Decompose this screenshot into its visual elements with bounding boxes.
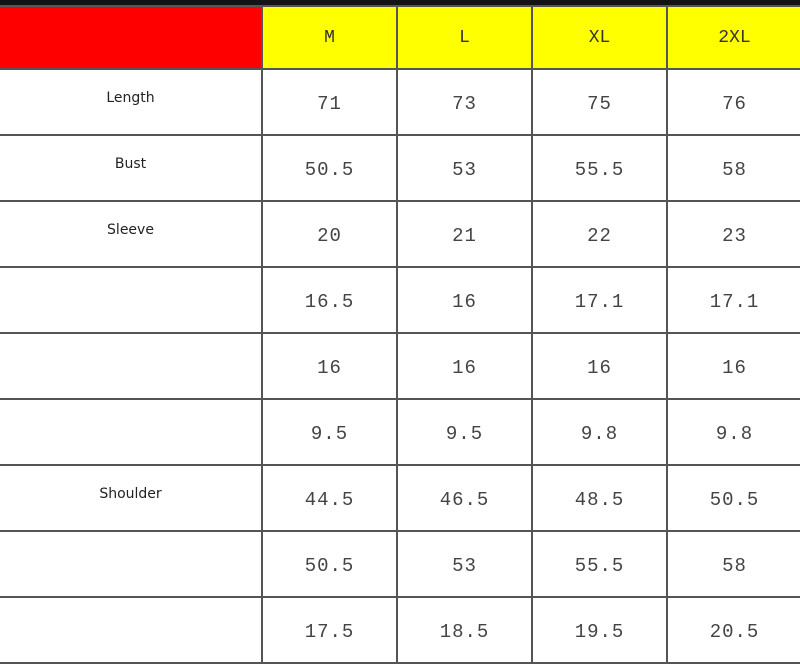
size-header-xl: XL (531, 5, 668, 70)
table-row: 16 16 16 16 (0, 332, 800, 400)
measurement-cell: 23 (666, 200, 800, 268)
table-row: Length 71 73 75 76 (0, 68, 800, 136)
measurement-cell: 9.5 (396, 398, 533, 466)
measurement-cell: 55.5 (531, 134, 668, 202)
table-row: 17.5 18.5 19.5 20.5 (0, 596, 800, 664)
measurement-cell: 58 (666, 134, 800, 202)
measurement-cell: 16 (396, 332, 533, 400)
measurement-cell: 17.5 (261, 596, 398, 664)
measurement-cell: 22 (531, 200, 668, 268)
top-border (0, 0, 800, 5)
size-chart-table: M L XL 2XL Length 71 73 75 76 Bust 50.5 53 55.5 5… (0, 5, 800, 664)
corner-cell (0, 5, 263, 70)
measurement-cell: 9.8 (531, 398, 668, 466)
measurement-cell: 50.5 (261, 530, 398, 598)
table-row: 9.5 9.5 9.8 9.8 (0, 398, 800, 466)
measurement-cell: 46.5 (396, 464, 533, 532)
measurement-cell: 73 (396, 68, 533, 136)
measurement-cell: 16.5 (261, 266, 398, 334)
table-row: Shoulder 44.5 46.5 48.5 50.5 (0, 464, 800, 532)
measurement-cell: 16 (261, 332, 398, 400)
measurement-cell: 58 (666, 530, 800, 598)
measurement-cell: 50.5 (261, 134, 398, 202)
measurement-cell: 53 (396, 530, 533, 598)
size-header-2xl: 2XL (666, 5, 800, 70)
measurement-cell: 19.5 (531, 596, 668, 664)
row-label: Length (0, 68, 263, 136)
measurement-cell: 55.5 (531, 530, 668, 598)
measurement-cell: 20.5 (666, 596, 800, 664)
size-header-m: M (261, 5, 398, 70)
measurement-cell: 20 (261, 200, 398, 268)
measurement-cell: 53 (396, 134, 533, 202)
measurement-cell: 71 (261, 68, 398, 136)
measurement-cell: 16 (531, 332, 668, 400)
row-label (0, 398, 263, 466)
row-label (0, 530, 263, 598)
measurement-cell: 50.5 (666, 464, 800, 532)
row-label: Shoulder (0, 464, 263, 532)
measurement-cell: 21 (396, 200, 533, 268)
table-row: Sleeve 20 21 22 23 (0, 200, 800, 268)
measurement-cell: 9.8 (666, 398, 800, 466)
row-label (0, 596, 263, 664)
measurement-cell: 16 (396, 266, 533, 334)
table-row: 16.5 16 17.1 17.1 (0, 266, 800, 334)
measurement-cell: 9.5 (261, 398, 398, 466)
table-row: Bust 50.5 53 55.5 58 (0, 134, 800, 202)
measurement-cell: 75 (531, 68, 668, 136)
row-label: Bust (0, 134, 263, 202)
row-label (0, 266, 263, 334)
measurement-cell: 17.1 (666, 266, 800, 334)
row-label (0, 332, 263, 400)
measurement-cell: 44.5 (261, 464, 398, 532)
measurement-cell: 18.5 (396, 596, 533, 664)
header-row: M L XL 2XL (0, 5, 800, 70)
row-label: Sleeve (0, 200, 263, 268)
table-row: 50.5 53 55.5 58 (0, 530, 800, 598)
measurement-cell: 76 (666, 68, 800, 136)
measurement-cell: 17.1 (531, 266, 668, 334)
size-header-l: L (396, 5, 533, 70)
measurement-cell: 16 (666, 332, 800, 400)
measurement-cell: 48.5 (531, 464, 668, 532)
